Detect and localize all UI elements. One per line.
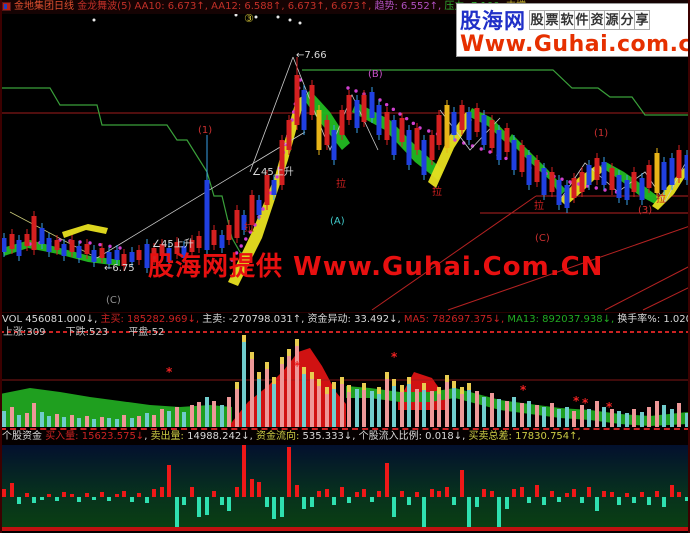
watermark-text: 股海网提供 Www.Guhai.Com.CN: [148, 252, 604, 282]
window-border-left: [0, 0, 2, 533]
app-icon: [2, 2, 11, 11]
status-field: 资金流向:: [255, 431, 303, 442]
logo-tagline-char: 股: [529, 9, 545, 30]
svg-text:∠45上升: ∠45上升: [152, 238, 194, 250]
svg-text:*: *: [606, 400, 613, 414]
svg-text:*: *: [294, 359, 301, 373]
status-field: MA13: 892037.938↓,: [507, 314, 618, 325]
logo-tagline-char: 源: [604, 9, 620, 30]
status-field: ,: [144, 431, 151, 442]
breadth-down: 下跌:523: [65, 327, 109, 338]
logo-tagline-char: 享: [634, 9, 650, 30]
logo-tagline-char: 件: [574, 9, 590, 30]
status-field: VOL 456081.000↓,: [2, 314, 101, 325]
logo-url: Www.Guhai.com.cn: [460, 32, 690, 57]
logo-site-name: 股海网: [460, 8, 526, 33]
svg-text:(1): (1): [594, 128, 608, 139]
status-field: 6.673↑,: [287, 1, 332, 12]
logo-tagline-char: 票: [544, 9, 560, 30]
svg-text:*: *: [582, 396, 589, 410]
guhai-logo-banner: 股海网 股票软件资源分享 Www.Guhai.com.cn: [456, 3, 690, 57]
status-field: 14988.242↓,: [187, 431, 256, 442]
logo-tagline-char: 资: [589, 9, 605, 30]
svg-text:拉: 拉: [534, 199, 544, 212]
volume-panel[interactable]: * **** * *: [0, 326, 690, 428]
status-field: 个股资金: [2, 431, 46, 442]
logo-tagline: 股票软件资源分享: [529, 9, 650, 30]
fund-flow-panel[interactable]: [0, 445, 690, 530]
window-border-right: [688, 0, 690, 533]
svg-text:←7.66: ←7.66: [296, 50, 327, 61]
market-breadth-line: 上涨:309 下跌:523 平盘:52: [3, 327, 181, 339]
svg-text:(1): (1): [198, 125, 212, 136]
svg-text:拉: 拉: [432, 185, 442, 198]
svg-text:拉: 拉: [336, 177, 346, 190]
svg-text:(3): (3): [638, 205, 652, 216]
status-field: 金龙舞波(5): [77, 1, 135, 12]
status-field: 金地集团日线: [14, 1, 78, 12]
svg-text:(C): (C): [106, 295, 121, 306]
status-field: 买入量: 15623.575↓: [45, 431, 145, 442]
status-field: 主买: 185282.969↓,: [100, 314, 203, 325]
volume-status-line: VOL 456081.000↓, 主买: 185282.969↓, 主卖: -2…: [2, 312, 690, 326]
status-field: 资金异动: 33.492↓,: [307, 314, 404, 325]
svg-text:*: *: [573, 394, 580, 408]
svg-text:*: *: [520, 383, 527, 397]
logo-tagline-char: 分: [619, 9, 635, 30]
status-field: 趋势: 6.552↑,: [374, 1, 445, 12]
svg-text:(B): (B): [368, 69, 383, 80]
svg-text:③: ③: [244, 14, 254, 25]
fund-status-line: 个股资金 买入量: 15623.575↓, 卖出量: 14988.242↓, 资…: [0, 428, 690, 445]
status-field: 换手率%: 1.020↓,: [617, 314, 690, 325]
status-field: MA5: 782697.375↓,: [403, 314, 508, 325]
status-field: 535.333↓,: [302, 431, 359, 442]
status-field: 卖出量:: [150, 431, 188, 442]
svg-text:(C): (C): [535, 233, 550, 244]
status-field: AA12: 6.588↑,: [211, 1, 288, 12]
main-price-chart[interactable]: ③ ←7.66 (1) (B) (A) (C) (1) (3) (C) ∠45上升 ∠45上升 ←6.…: [0, 14, 690, 312]
svg-text:(A): (A): [330, 216, 345, 227]
svg-text:←6.75: ←6.75: [104, 263, 135, 274]
logo-tagline-char: 软: [559, 9, 575, 30]
svg-text:拉: 拉: [656, 192, 666, 205]
breadth-flat: 平盘:52: [128, 327, 165, 338]
status-field: 主卖: -270798.031↑,: [202, 314, 308, 325]
svg-text:*: *: [391, 350, 398, 364]
status-field: 买卖总差: 17830.754↑,: [468, 431, 581, 442]
svg-text:拉: 拉: [244, 221, 254, 234]
breadth-up: 上涨:309: [3, 327, 46, 338]
logo-row: 股海网 股票软件资源分享: [460, 6, 685, 33]
svg-text:*: *: [166, 365, 173, 379]
status-field: 6.673↑,: [331, 1, 375, 12]
panel-bottom-border: [0, 529, 690, 531]
svg-text:∠45上升: ∠45上升: [252, 166, 294, 178]
status-field: 个股流入比例: 0.018↓,: [358, 431, 469, 442]
status-field: AA10: 6.673↑,: [134, 1, 212, 12]
